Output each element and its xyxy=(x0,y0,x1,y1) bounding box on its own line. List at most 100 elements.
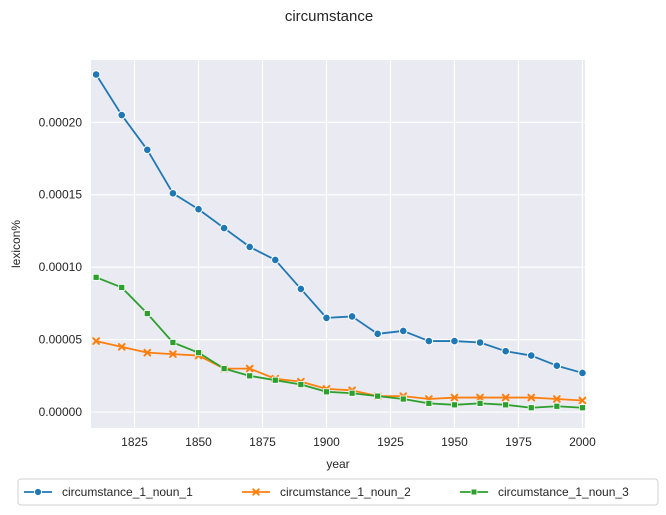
data-point-square xyxy=(246,372,254,380)
data-point-square xyxy=(579,404,586,412)
x-tick-label: 1950 xyxy=(441,435,468,449)
data-point-circle xyxy=(501,346,510,356)
series-line xyxy=(95,340,584,402)
data-point-circle xyxy=(526,351,536,360)
data-point-circle xyxy=(168,188,178,198)
data-point-x xyxy=(245,364,254,373)
data-point-circle xyxy=(450,336,459,346)
data-point-square xyxy=(476,399,484,407)
series-layer xyxy=(91,70,587,412)
data-point-square xyxy=(118,284,126,291)
chart-title: circumstance xyxy=(285,8,373,25)
data-point-square xyxy=(425,399,433,407)
data-point-square xyxy=(527,404,535,412)
x-tick-label: 1850 xyxy=(185,435,212,449)
data-point-circle xyxy=(143,145,152,155)
data-point-x-stroke-2 xyxy=(252,488,260,496)
data-point-circle xyxy=(33,487,43,497)
data-point-circle xyxy=(117,110,127,120)
x-tick-labels: 1825 1850 1875 1900 1925 1950 1975 2000 xyxy=(121,435,596,449)
legend-box xyxy=(17,478,659,506)
series-line xyxy=(95,73,584,374)
legend-item-1: circumstance_1_noun_1 xyxy=(24,485,193,499)
data-point-x-stroke-2 xyxy=(552,395,561,403)
data-point-x xyxy=(450,393,459,402)
x-gridlines xyxy=(133,60,584,428)
data-point-x xyxy=(578,396,587,405)
data-point-square xyxy=(470,488,478,496)
data-point-square xyxy=(297,381,305,388)
data-point-circle xyxy=(475,338,485,347)
x-tick-label: 1925 xyxy=(377,435,404,449)
legend-label: circumstance_1_noun_2 xyxy=(280,485,411,499)
data-point-circle xyxy=(347,312,357,321)
data-point-x-stroke-2 xyxy=(245,364,254,373)
legend-label: circumstance_1_noun_1 xyxy=(62,485,193,499)
data-point-square xyxy=(169,339,177,346)
data-point-circle xyxy=(373,329,382,339)
data-point-square xyxy=(271,376,279,384)
legend-item-2: circumstance_1_noun_2 xyxy=(242,485,411,499)
series-1 xyxy=(91,70,587,378)
data-point-circle xyxy=(91,70,101,79)
data-point-square xyxy=(451,401,458,409)
data-point-square xyxy=(220,365,228,373)
data-point-circle xyxy=(552,361,562,371)
data-point-circle xyxy=(245,242,254,252)
y-tick-label: 0.00010 xyxy=(39,260,83,274)
data-point-x xyxy=(252,488,260,496)
x-tick-label: 1825 xyxy=(121,435,148,449)
data-point-x-stroke-2 xyxy=(92,337,100,345)
data-point-square xyxy=(553,402,561,410)
data-point-x xyxy=(169,350,177,358)
y-tick-labels: 0.00000 0.00005 0.00010 0.00015 0.00020 xyxy=(39,115,83,419)
y-axis-label: lexicon% xyxy=(9,220,23,268)
y-tick-label: 0.00020 xyxy=(39,115,83,129)
x-tick-label: 1875 xyxy=(249,435,276,449)
series-3 xyxy=(92,273,586,412)
data-point-square xyxy=(323,388,330,396)
data-point-x xyxy=(117,343,126,351)
series-line xyxy=(95,276,584,409)
data-point-x xyxy=(92,337,100,345)
data-point-square xyxy=(502,401,510,409)
data-point-square xyxy=(348,389,356,397)
data-point-x xyxy=(501,393,510,402)
data-point-x-stroke-2 xyxy=(117,343,126,351)
data-point-circle xyxy=(296,284,306,294)
plot-area xyxy=(91,60,585,428)
data-point-circle xyxy=(424,336,434,346)
data-point-x xyxy=(143,348,152,357)
data-point-circle xyxy=(578,368,587,378)
x-tick-label: 1900 xyxy=(313,435,340,449)
data-point-x-stroke-2 xyxy=(578,396,587,405)
data-point-square xyxy=(143,310,151,317)
legend: circumstance_1_noun_1 circumstance_1_noun… xyxy=(17,478,659,506)
data-point-x xyxy=(552,395,561,403)
data-point-circle xyxy=(398,326,408,336)
x-tick-label: 1975 xyxy=(505,435,532,449)
data-point-x-stroke-2 xyxy=(476,393,484,402)
data-point-x-stroke-2 xyxy=(143,348,152,357)
data-point-square xyxy=(374,392,382,400)
x-tick-label: 2000 xyxy=(569,435,596,449)
data-point-x-stroke-2 xyxy=(450,393,459,402)
data-point-x-stroke-2 xyxy=(527,393,536,402)
data-point-x-stroke-2 xyxy=(501,393,510,402)
data-point-x-stroke-2 xyxy=(169,350,177,358)
data-point-circle xyxy=(194,204,203,214)
data-point-x xyxy=(476,393,484,402)
data-point-circle xyxy=(270,255,280,265)
data-point-square xyxy=(399,395,407,403)
data-point-circle xyxy=(322,313,331,323)
data-point-x xyxy=(527,393,536,402)
legend-item-3: circumstance_1_noun_3 xyxy=(460,485,629,499)
data-point-square xyxy=(92,273,100,281)
legend-items: circumstance_1_noun_1 circumstance_1_noun… xyxy=(24,485,629,499)
y-tick-label: 0.00015 xyxy=(39,188,83,202)
y-tick-label: 0.00000 xyxy=(39,405,83,419)
x-axis-label: year xyxy=(326,457,349,471)
y-tick-label: 0.00005 xyxy=(39,333,83,347)
legend-label: circumstance_1_noun_3 xyxy=(498,485,629,499)
